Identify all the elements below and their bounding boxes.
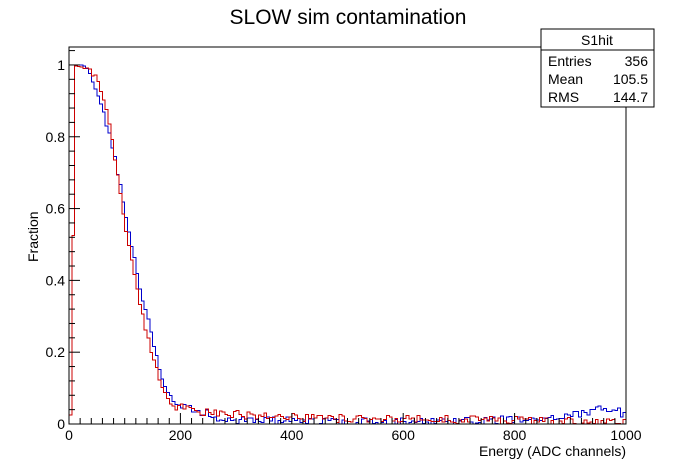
x-tick-label: 800 <box>503 427 527 443</box>
stats-box-frame <box>540 28 655 108</box>
y-axis-label: Fraction <box>25 211 41 262</box>
stats-box: S1hit Entries 356 Mean 105.5 RMS 144.7 <box>540 28 655 108</box>
x-tick-label: 1000 <box>610 427 641 443</box>
stats-rms-label: RMS <box>548 89 579 105</box>
y-tick-label: 0.4 <box>46 272 66 288</box>
y-tick-label: 0.2 <box>46 344 66 360</box>
x-axis-label: Energy (ADC channels) <box>479 443 626 459</box>
x-tick-label: 200 <box>169 427 193 443</box>
y-tick-label: 1 <box>57 57 65 73</box>
y-tick-label: 0 <box>57 416 65 432</box>
y-tick-label: 0.8 <box>46 129 66 145</box>
y-tick-label: 0.6 <box>46 201 66 217</box>
stats-entries-value: 356 <box>625 53 649 69</box>
histogram-series-line <box>68 65 627 425</box>
stats-box-title: S1hit <box>581 32 613 48</box>
chart-title: SLOW sim contamination <box>230 6 467 29</box>
stats-mean-value: 105.5 <box>613 71 648 87</box>
stats-entries-label: Entries <box>548 53 592 69</box>
stats-mean-label: Mean <box>548 71 583 87</box>
x-tick-label: 600 <box>392 427 416 443</box>
x-tick-label: 400 <box>280 427 304 443</box>
x-tick-label: 0 <box>65 427 73 443</box>
x-axis: 0 200 400 600 800 1000 <box>65 413 642 443</box>
stats-rms-value: 144.7 <box>613 89 648 105</box>
y-axis: 0 0.2 0.4 0.6 0.8 1 <box>46 50 80 432</box>
